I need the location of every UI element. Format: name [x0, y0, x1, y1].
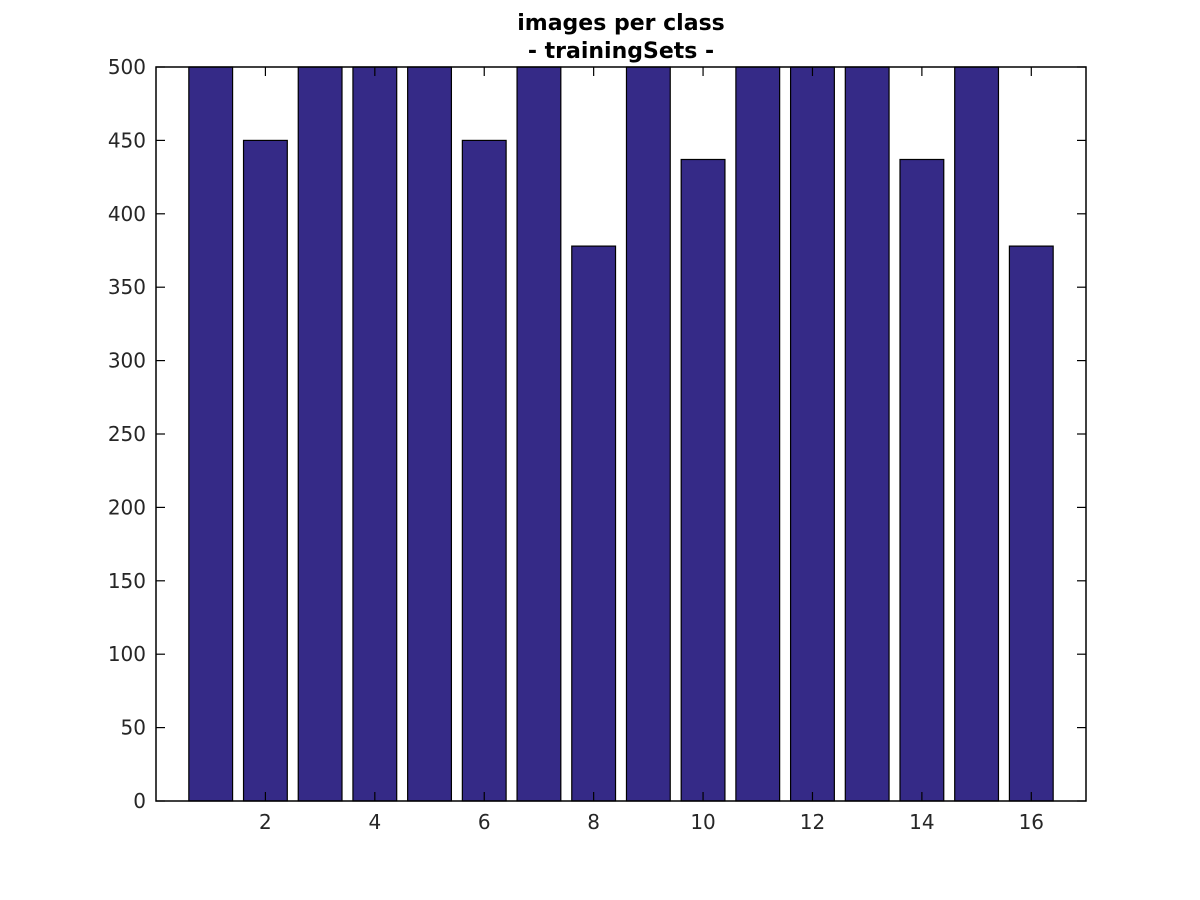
- y-tick-label: 100: [108, 642, 146, 666]
- bar-class-14: [899, 158, 945, 802]
- bars-group: [188, 66, 1054, 802]
- x-tick-label: 6: [478, 810, 491, 834]
- bar-class-2: [242, 139, 288, 802]
- y-tick-label: 400: [108, 202, 146, 226]
- y-tick-label: 150: [108, 569, 146, 593]
- bar-class-3: [297, 66, 343, 802]
- bar-class-7: [516, 66, 562, 802]
- y-tick-label: 200: [108, 495, 146, 519]
- chart-title: images per class: [517, 11, 725, 36]
- bar-class-5: [407, 66, 453, 802]
- x-tick-label: 12: [800, 810, 825, 834]
- chart-subtitle: - trainingSets -: [528, 39, 714, 64]
- x-tick-label: 14: [909, 810, 934, 834]
- bar-class-12: [789, 66, 835, 802]
- y-tick-label: 500: [108, 55, 146, 79]
- bar-class-1: [188, 66, 234, 802]
- y-tick-label: 0: [133, 789, 146, 813]
- y-tick-label: 50: [121, 716, 146, 740]
- bar-class-9: [625, 66, 671, 802]
- x-tick-label: 8: [587, 810, 600, 834]
- bar-class-15: [954, 66, 1000, 802]
- bar-class-8: [571, 245, 617, 802]
- bar-class-6: [461, 139, 507, 802]
- x-tick-label: 16: [1019, 810, 1044, 834]
- x-tick-label: 4: [368, 810, 381, 834]
- y-tick-label: 250: [108, 422, 146, 446]
- bar-class-4: [352, 66, 398, 802]
- bar-class-10: [680, 158, 726, 802]
- ticks-group: 0 50 100 150 200 250 300 350 400 450 500 2 4 6 8 10 12 14…: [108, 55, 1086, 834]
- bar-class-11: [735, 66, 781, 802]
- x-tick-label: 10: [690, 810, 715, 834]
- y-tick-label: 300: [108, 349, 146, 373]
- x-tick-label: 2: [259, 810, 272, 834]
- plot-frame: [155, 66, 1087, 802]
- y-tick-label: 450: [108, 128, 146, 152]
- bar-class-13: [844, 66, 890, 802]
- bar-class-16: [1008, 245, 1054, 802]
- y-tick-label: 350: [108, 275, 146, 299]
